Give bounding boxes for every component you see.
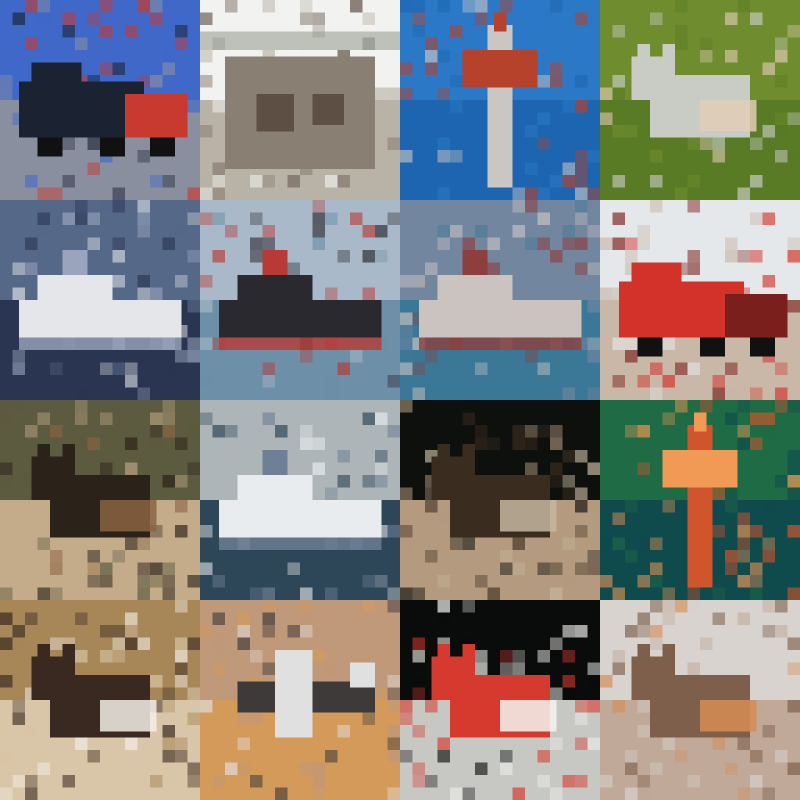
tile-bird-over-water	[400, 0, 600, 200]
tile-white-boat	[200, 400, 400, 600]
tile-boat-coast-image	[200, 200, 400, 400]
tile-ship-dark-sea-image	[0, 200, 200, 400]
tile-cat-room	[600, 600, 800, 800]
tile-house-pale-image	[200, 0, 400, 200]
tile-red-truck	[600, 200, 800, 400]
tile-boat-harbor-image	[400, 200, 600, 400]
tile-plane-warm-image	[200, 600, 400, 800]
tile-boat-harbor	[400, 200, 600, 400]
tile-truck-blue-sky-image	[0, 0, 200, 200]
tile-cat-and-dog-image	[0, 600, 200, 800]
tile-bird-green-water	[600, 400, 800, 600]
tile-animal-dark-image	[400, 400, 600, 600]
tile-figure-red	[400, 600, 600, 800]
tile-animal-dark	[400, 400, 600, 600]
tile-bird-over-water-image	[400, 0, 600, 200]
tile-truck-blue-sky	[0, 0, 200, 200]
tile-ship-dark-sea	[0, 200, 200, 400]
tile-red-truck-image	[600, 200, 800, 400]
tile-fish-on-grass-image	[600, 0, 800, 200]
tile-figure-red-image	[400, 600, 600, 800]
tile-cat-room-image	[600, 600, 800, 800]
tile-bird-green-water-image	[600, 400, 800, 600]
tile-animal-dirt-image	[0, 400, 200, 600]
tile-animal-dirt	[0, 400, 200, 600]
tile-house-pale	[200, 0, 400, 200]
tile-cat-and-dog	[0, 600, 200, 800]
tile-plane-warm	[200, 600, 400, 800]
tile-white-boat-image	[200, 400, 400, 600]
tile-fish-on-grass	[600, 0, 800, 200]
tile-boat-coast	[200, 200, 400, 400]
